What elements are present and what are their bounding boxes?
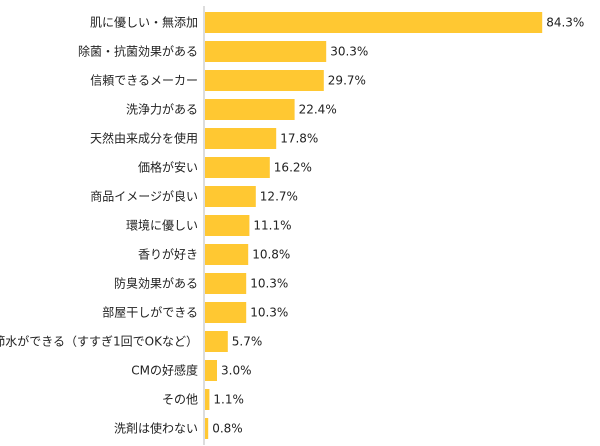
category-label: 価格が安い	[138, 160, 198, 175]
bar	[205, 41, 327, 62]
chart-marks: 肌に優しい・無添加 84.3% 除菌・抗菌効果がある 30.3% 信頼できるメーカー 29…	[0, 12, 584, 439]
value-label: 84.3%	[546, 16, 584, 30]
value-label: 10.3%	[250, 277, 288, 291]
bar	[205, 418, 209, 439]
bar	[205, 389, 210, 410]
category-label: 肌に優しい・無添加	[90, 15, 198, 30]
category-label: CMの好感度	[131, 363, 198, 378]
category-label: 防臭効果がある	[114, 276, 198, 291]
category-label: 天然由来成分を使用	[90, 131, 198, 146]
category-label: 信頼できるメーカー	[90, 74, 198, 88]
value-label: 10.8%	[252, 248, 290, 262]
bar	[205, 360, 217, 381]
value-label: 29.7%	[328, 74, 366, 88]
bar	[205, 70, 324, 91]
value-label: 17.8%	[280, 132, 318, 146]
category-label: 洗剤は使わない	[114, 421, 198, 436]
bar	[205, 215, 250, 236]
category-label: 環境に優しい	[126, 218, 198, 233]
bar	[205, 128, 277, 149]
bar	[205, 99, 295, 120]
value-label: 3.0%	[221, 364, 252, 378]
category-label: 洗浄力がある	[126, 102, 198, 117]
value-label: 1.1%	[213, 393, 244, 407]
category-label: 節水ができる（すすぎ1回でOKなど）	[0, 334, 198, 349]
bar	[205, 12, 543, 33]
category-label: 除菌・抗菌効果がある	[78, 44, 198, 59]
value-label: 11.1%	[253, 219, 291, 233]
category-label: 部屋干しができる	[102, 305, 198, 320]
value-label: 0.8%	[212, 422, 243, 436]
category-label: 商品イメージが良い	[90, 189, 198, 204]
value-label: 30.3%	[330, 45, 368, 59]
value-label: 10.3%	[250, 306, 288, 320]
value-label: 22.4%	[299, 103, 337, 117]
category-label: その他	[162, 393, 198, 407]
bar	[205, 157, 270, 178]
value-label: 12.7%	[260, 190, 298, 204]
bar	[205, 331, 228, 352]
category-label: 香りが好き	[138, 247, 198, 262]
value-label: 16.2%	[274, 161, 312, 175]
value-label: 5.7%	[232, 335, 262, 349]
bar	[205, 302, 247, 323]
bar	[205, 273, 247, 294]
bar	[205, 244, 249, 265]
bar	[205, 186, 256, 207]
